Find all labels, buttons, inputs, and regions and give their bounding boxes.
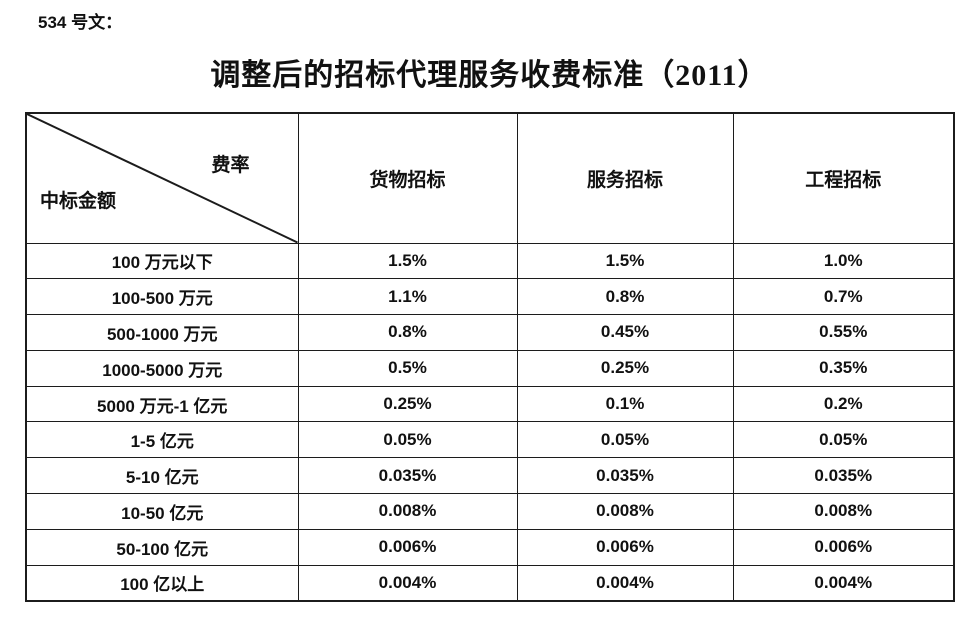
rate-value-cell: 0.7% bbox=[732, 278, 955, 316]
rate-value-cell: 0.8% bbox=[297, 314, 518, 351]
table-row: 10-50 亿元 0.008% 0.008% 0.008% bbox=[25, 493, 955, 530]
row-label-amount-tier: 100 亿以上 bbox=[25, 564, 299, 602]
rate-value-cell: 0.1% bbox=[516, 385, 734, 423]
rate-value-cell: 0.006% bbox=[516, 528, 734, 566]
page-title: 调整后的招标代理服务收费标准（2011） bbox=[210, 59, 769, 92]
row-label-amount-tier: 1000-5000 万元 bbox=[25, 349, 299, 387]
rate-value-cell: 0.05% bbox=[732, 421, 955, 459]
rate-value-cell: 0.004% bbox=[732, 564, 955, 602]
rate-value-cell: 0.2% bbox=[732, 385, 955, 423]
table-row: 1000-5000 万元 0.5% 0.25% 0.35% bbox=[25, 349, 955, 387]
fee-rate-table: 费率 中标金额 货物招标 服务招标 工程招标 100 万元以下 1.5% 1.5% 1… bbox=[25, 112, 955, 602]
table-row: 500-1000 万元 0.8% 0.45% 0.55% bbox=[25, 314, 955, 351]
rate-value-cell: 0.5% bbox=[297, 349, 518, 387]
rate-value-cell: 0.035% bbox=[516, 457, 734, 495]
row-label-amount-tier: 5000 万元-1 亿元 bbox=[25, 385, 299, 423]
rate-value-cell: 0.25% bbox=[516, 349, 734, 387]
rate-value-cell: 0.008% bbox=[732, 493, 955, 530]
rate-value-cell: 0.05% bbox=[516, 421, 734, 459]
corner-header-cell: 费率 中标金额 bbox=[25, 112, 299, 244]
row-label-amount-tier: 100-500 万元 bbox=[25, 278, 299, 316]
table-header-row: 费率 中标金额 货物招标 服务招标 工程招标 bbox=[25, 112, 955, 244]
rate-value-cell: 0.006% bbox=[732, 528, 955, 566]
row-label-amount-tier: 10-50 亿元 bbox=[25, 493, 299, 530]
table-row: 100-500 万元 1.1% 0.8% 0.7% bbox=[25, 278, 955, 316]
column-header-services: 服务招标 bbox=[516, 112, 734, 244]
row-label-amount-tier: 50-100 亿元 bbox=[25, 528, 299, 566]
row-label-amount-tier: 5-10 亿元 bbox=[25, 457, 299, 495]
rate-value-cell: 0.55% bbox=[732, 314, 955, 351]
corner-label-rate: 费率 bbox=[211, 155, 250, 176]
rate-value-cell: 0.004% bbox=[297, 564, 518, 602]
column-header-goods: 货物招标 bbox=[297, 112, 518, 244]
table-row: 5000 万元-1 亿元 0.25% 0.1% 0.2% bbox=[25, 385, 955, 423]
rate-value-cell: 0.035% bbox=[297, 457, 518, 495]
rate-value-cell: 1.5% bbox=[516, 242, 734, 280]
rate-value-cell: 0.25% bbox=[297, 385, 518, 423]
rate-value-cell: 1.0% bbox=[732, 242, 955, 280]
rate-value-cell: 1.1% bbox=[297, 278, 518, 316]
row-label-amount-tier: 1-5 亿元 bbox=[25, 421, 299, 459]
diagonal-divider-line bbox=[27, 114, 298, 243]
table-body: 100 万元以下 1.5% 1.5% 1.0% 100-500 万元 1.1% 0.8% 0.… bbox=[25, 242, 955, 602]
table-row: 5-10 亿元 0.035% 0.035% 0.035% bbox=[25, 457, 955, 495]
rate-value-cell: 0.35% bbox=[732, 349, 955, 387]
rate-value-cell: 0.45% bbox=[516, 314, 734, 351]
rate-value-cell: 0.05% bbox=[297, 421, 518, 459]
rate-value-cell: 0.008% bbox=[516, 493, 734, 530]
rate-value-cell: 0.035% bbox=[732, 457, 955, 495]
rate-value-cell: 0.006% bbox=[297, 528, 518, 566]
rate-value-cell: 0.8% bbox=[516, 278, 734, 316]
row-label-amount-tier: 100 万元以下 bbox=[25, 242, 299, 280]
rate-value-cell: 0.004% bbox=[516, 564, 734, 602]
table-row: 100 万元以下 1.5% 1.5% 1.0% bbox=[25, 242, 955, 280]
rate-value-cell: 0.008% bbox=[297, 493, 518, 530]
table-row: 50-100 亿元 0.006% 0.006% 0.006% bbox=[25, 528, 955, 566]
column-header-engineering: 工程招标 bbox=[732, 112, 955, 244]
table-row: 1-5 亿元 0.05% 0.05% 0.05% bbox=[25, 421, 955, 459]
row-label-amount-tier: 500-1000 万元 bbox=[25, 314, 299, 351]
table-row: 100 亿以上 0.004% 0.004% 0.004% bbox=[25, 564, 955, 602]
rate-value-cell: 1.5% bbox=[297, 242, 518, 280]
doc-number-label: 534 号文： bbox=[38, 13, 123, 32]
corner-label-bid-amount: 中标金额 bbox=[40, 191, 117, 212]
